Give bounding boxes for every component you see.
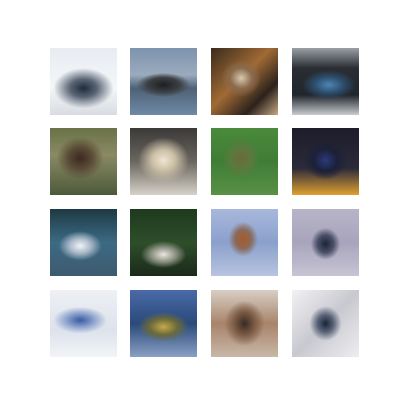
sample-image	[292, 290, 359, 357]
sample-image	[211, 128, 278, 195]
sample-image	[130, 128, 197, 195]
sample-image	[292, 209, 359, 276]
sample-image	[292, 128, 359, 195]
sample-image	[211, 209, 278, 276]
sample-image	[50, 128, 117, 195]
sample-image	[292, 48, 359, 115]
sample-image	[130, 48, 197, 115]
sample-image	[130, 290, 197, 357]
sample-image	[211, 290, 278, 357]
sample-image	[211, 48, 278, 115]
sample-image	[50, 209, 117, 276]
sample-image	[50, 48, 117, 115]
sample-image	[50, 290, 117, 357]
sample-image	[130, 209, 197, 276]
